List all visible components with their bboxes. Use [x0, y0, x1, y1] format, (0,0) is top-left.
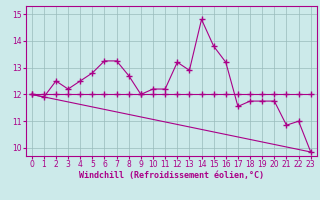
X-axis label: Windchill (Refroidissement éolien,°C): Windchill (Refroidissement éolien,°C) [79, 171, 264, 180]
